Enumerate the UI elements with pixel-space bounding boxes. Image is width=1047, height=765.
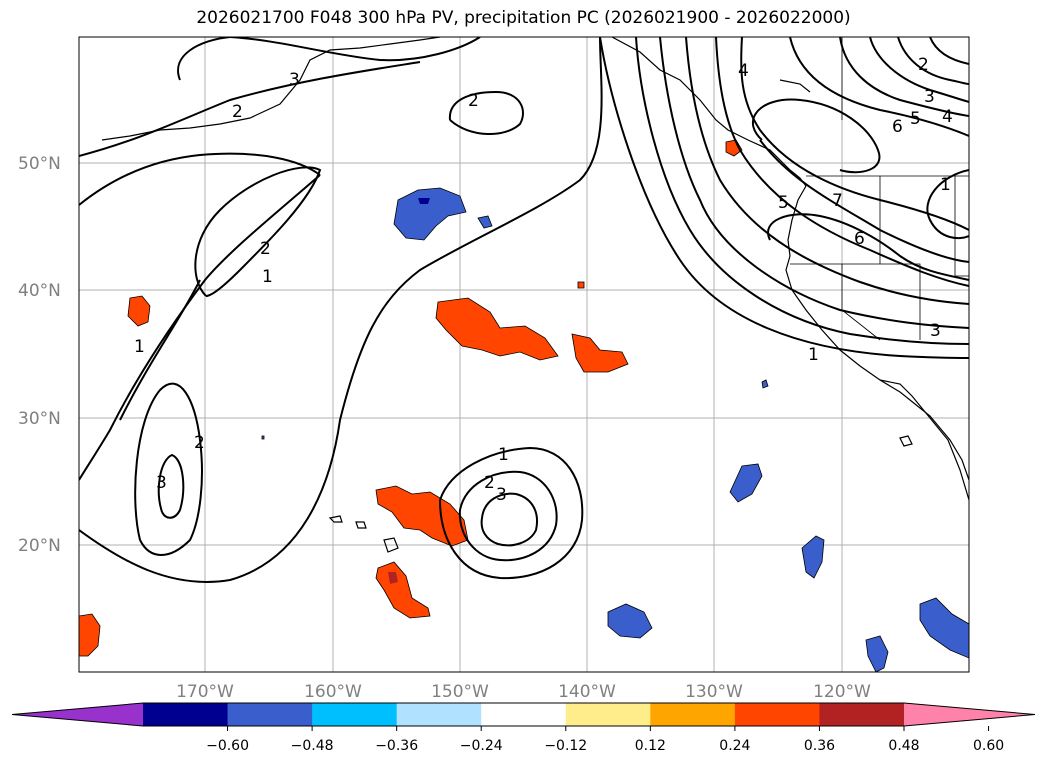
contour-label: 5 — [778, 193, 789, 213]
colorbar-tick-label: 0.36 — [804, 738, 835, 754]
colorbar-tick-label: 0.24 — [719, 738, 750, 754]
lon-label: 160°W — [304, 682, 362, 702]
contour-label: 1 — [262, 267, 273, 287]
colorbar-segment — [312, 703, 398, 726]
colorbar-tick-label: 0.60 — [973, 738, 1004, 754]
colorbar: −0.60 −0.48 −0.36 −0.24 −0.12 0.12 0.24 0.36 0.4… — [11, 702, 1036, 754]
colorbar-tick-label: −0.48 — [291, 738, 334, 754]
contour-label: 4 — [738, 61, 749, 81]
contour-label: 2 — [260, 239, 271, 259]
contour-labels: 3 2 2 2 1 1 3 2 1 2 3 1 4 5 7 6 2 3 4 5 … — [134, 55, 953, 505]
contour-label: 3 — [930, 321, 941, 341]
colorbar-segment — [734, 703, 820, 726]
lat-label: 50°N — [18, 154, 61, 174]
contour-label: 6 — [854, 229, 865, 249]
longitude-labels: 170°W 160°W 150°W 140°W 130°W 120°W — [176, 682, 871, 702]
lon-label: 140°W — [558, 682, 616, 702]
colorbar-tick-label: −0.24 — [460, 738, 503, 754]
coastlines — [101, 37, 969, 553]
colorbar-segment — [143, 703, 229, 726]
colorbar-segment — [565, 703, 651, 726]
colorbar-segment — [396, 703, 482, 726]
colorbar-extend-high — [904, 703, 1035, 726]
contour-label: 2 — [194, 433, 205, 453]
colorbar-tick-label: 0.12 — [635, 738, 666, 754]
lon-label: 120°W — [813, 682, 871, 702]
contour-label: 2 — [232, 102, 243, 122]
colorbar-extend-low — [12, 703, 143, 726]
contour-label: 2 — [484, 473, 495, 493]
contour-label: 5 — [910, 109, 921, 129]
colorbar-tick-label: −0.60 — [206, 738, 249, 754]
contour-label: 3 — [496, 485, 507, 505]
contour-label: 1 — [940, 175, 951, 195]
lon-label: 130°W — [685, 682, 743, 702]
colorbar-segment — [227, 703, 313, 726]
contour-label: 1 — [134, 337, 145, 357]
map-frame — [78, 36, 970, 673]
latitude-labels: 50°N 40°N 30°N 20°N — [18, 154, 61, 556]
contour-label: 7 — [832, 191, 843, 211]
map-title: 2026021700 F048 300 hPa PV, precipitatio… — [196, 8, 851, 28]
lon-label: 170°W — [176, 682, 234, 702]
contour-label: 1 — [808, 345, 819, 365]
contour-label: 3 — [289, 70, 300, 90]
colorbar-segment — [819, 703, 905, 726]
contour-label: 2 — [468, 91, 479, 111]
colorbar-segment — [481, 703, 567, 726]
lat-label: 20°N — [18, 536, 61, 556]
contour-label: 6 — [892, 117, 903, 137]
colorbar-tick-label: 0.48 — [888, 738, 919, 754]
precip-negative-areas — [261, 187, 969, 672]
colorbar-tick-label: −0.12 — [544, 738, 587, 754]
contour-label: 2 — [918, 55, 929, 75]
lat-label: 30°N — [18, 409, 61, 429]
colorbar-tick-label: −0.36 — [375, 738, 418, 754]
map-frame-bg — [79, 37, 969, 672]
lat-label: 40°N — [18, 281, 61, 301]
colorbar-outline — [11, 702, 1036, 727]
contour-label: 3 — [156, 473, 167, 493]
contour-label: 1 — [498, 445, 509, 465]
contour-label: 3 — [924, 87, 935, 107]
colorbar-segment — [650, 703, 736, 726]
pv-contours — [79, 37, 969, 583]
lon-label: 150°W — [431, 682, 489, 702]
contour-label: 4 — [942, 107, 953, 127]
